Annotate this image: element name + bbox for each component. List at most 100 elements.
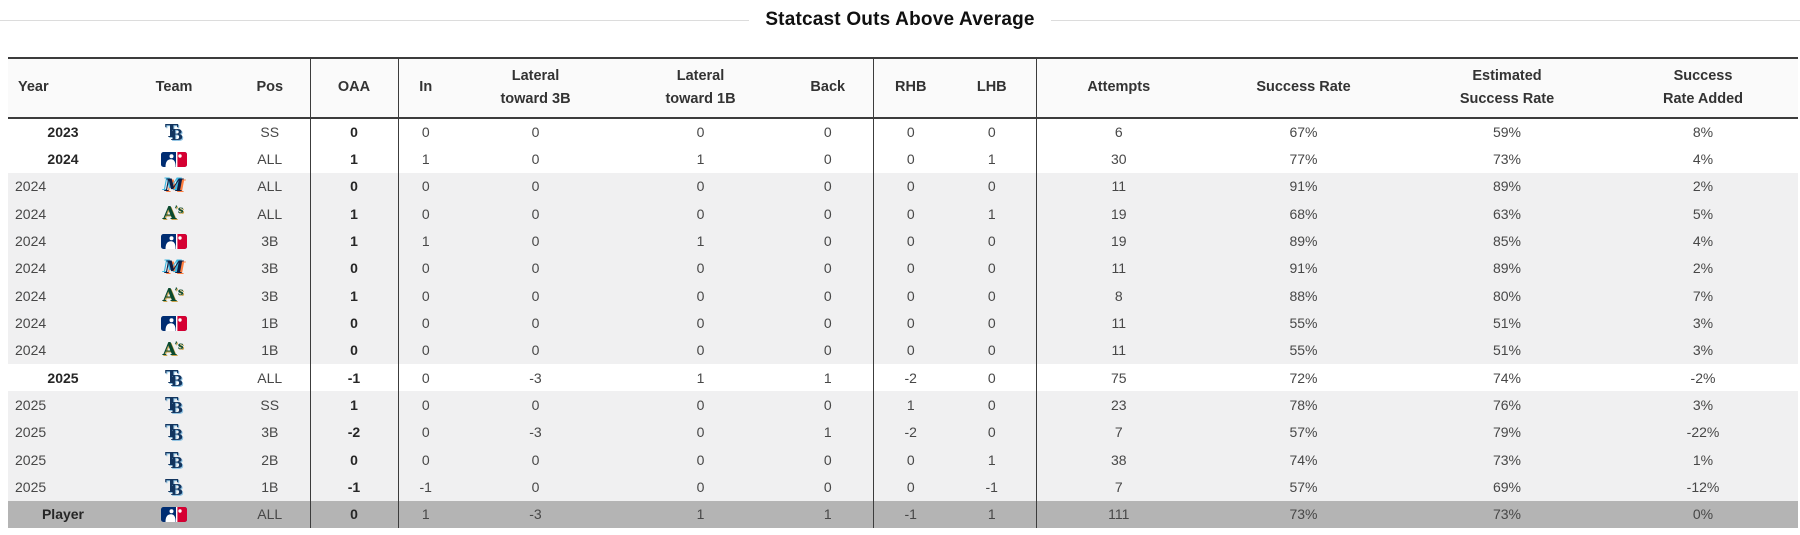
team-logo-cell: TB — [118, 364, 230, 391]
back-cell: 0 — [783, 391, 874, 419]
oaa-cell: 0 — [310, 172, 399, 200]
table-row-2024-mlb-all[interactable]: 2024 ALL 1 1 0 1 0 0 1 30 77% 73% 4% — [8, 145, 1798, 173]
success-rate-added-cell: 4% — [1692, 150, 1714, 167]
back-cell: 1 — [783, 363, 874, 392]
pos-cell: SS — [230, 391, 311, 419]
lhb-cell: 0 — [948, 418, 1037, 446]
pos-cell: SS — [230, 118, 311, 146]
back-cell: 1 — [783, 500, 874, 528]
rhb-cell: 0 — [906, 260, 915, 277]
lat-1b-cell: 0 — [696, 424, 705, 441]
lat-3b-cell: -3 — [529, 369, 542, 386]
athletics-logo-icon: A’s — [162, 339, 184, 361]
success-rate-cell: 91% — [1289, 260, 1318, 277]
success-rate-cell: 72% — [1289, 369, 1318, 386]
table-row-2025-tb-all[interactable]: 2025 TB ALL -1 0 -3 1 1 -2 0 75 72% 74% -2% — [8, 363, 1798, 392]
lat-3b-cell: 0 — [531, 178, 540, 195]
in-cell: 0 — [421, 314, 430, 331]
success-rate-added-cell: 3% — [1692, 314, 1714, 331]
pos-cell: ALL — [230, 172, 311, 200]
lat-3b-cell: 0 — [531, 287, 540, 304]
attempts-cell: 75 — [1110, 369, 1127, 386]
back-cell: 0 — [783, 145, 874, 173]
rhb-cell: 0 — [906, 287, 915, 304]
attempts-cell: 23 — [1110, 396, 1127, 413]
lhb-cell: 0 — [948, 281, 1037, 310]
team-logo-cell: A’s — [118, 282, 230, 309]
in-cell: 0 — [421, 205, 430, 222]
est-success-rate-cell: 63% — [1492, 205, 1522, 222]
in-cell: 0 — [421, 287, 430, 304]
rhb-cell: 0 — [906, 232, 915, 249]
attempts-cell: 11 — [1111, 260, 1127, 277]
lat-3b-cell: 0 — [531, 232, 540, 249]
title-rule-left — [0, 19, 750, 21]
lat-1b-cell: 0 — [696, 178, 705, 195]
year-cell: 2025 — [47, 369, 79, 386]
attempts-cell: 19 — [1110, 232, 1127, 249]
column-header-rhb: RHB — [873, 57, 948, 119]
oaa-table: Year Team Pos OAA In Lateral toward 3B L… — [8, 57, 1798, 528]
success-rate-added-cell: 3% — [1692, 396, 1714, 413]
pos-cell: ALL — [230, 145, 311, 173]
success-rate-cell: 73% — [1289, 506, 1318, 523]
success-rate-added-cell: 4% — [1692, 232, 1714, 249]
success-rate-added-cell: 7% — [1692, 287, 1714, 304]
title-rule-right — [1050, 19, 1800, 21]
pos-cell: ALL — [230, 363, 311, 392]
column-header-lateral-toward-1b: Lateral toward 1B — [618, 57, 783, 119]
attempts-cell: 19 — [1110, 205, 1127, 222]
lat-3b-cell: -3 — [529, 424, 542, 441]
rhb-cell: -2 — [904, 369, 917, 386]
year-cell: 2024 — [15, 314, 47, 331]
success-rate-cell: 89% — [1289, 232, 1318, 249]
success-rate-cell: 57% — [1289, 424, 1318, 441]
lat-1b-cell: 0 — [696, 478, 705, 495]
column-header-estimated-success-rate: Estimated Success Rate — [1406, 57, 1608, 119]
year-cell: 2024 — [15, 342, 47, 359]
lhb-cell: 0 — [948, 309, 1037, 337]
lat-3b-cell: 0 — [531, 342, 540, 359]
attempts-cell: 38 — [1110, 451, 1127, 468]
success-rate-cell: 68% — [1289, 205, 1318, 222]
column-header-attempts: Attempts — [1036, 57, 1201, 119]
pos-cell: ALL — [230, 199, 311, 228]
marlins-logo-icon: M — [164, 175, 184, 196]
table-row-2025-tb-1b: 2025 TB 1B -1 -1 0 0 0 0 -1 7 57% 69% -12% — [8, 473, 1798, 501]
attempts-cell: 111 — [1108, 506, 1130, 523]
team-logo-cell: M — [118, 173, 230, 200]
success-rate-cell: 55% — [1289, 314, 1318, 331]
team-logo-cell: TB — [118, 473, 230, 500]
back-cell: 0 — [783, 309, 874, 337]
table-row-2023-tb-ss[interactable]: 2023 TB SS 0 0 0 0 0 0 0 6 67% 59% 8% — [8, 118, 1798, 146]
oaa-cell: 0 — [310, 254, 399, 282]
success-rate-cell: 67% — [1289, 124, 1318, 141]
rhb-cell: 0 — [906, 342, 915, 359]
est-success-rate-cell: 73% — [1492, 451, 1522, 468]
oaa-cell: 0 — [310, 309, 399, 337]
attempts-cell: 7 — [1114, 424, 1123, 441]
est-success-rate-cell: 76% — [1492, 396, 1522, 413]
team-logo-cell: TB — [118, 118, 230, 145]
pos-cell: 1B — [230, 473, 311, 501]
success-rate-added-cell: -2% — [1690, 369, 1716, 386]
pos-cell: 2B — [230, 445, 311, 474]
year-cell: 2025 — [15, 424, 47, 441]
table-row-player-mlb-all[interactable]: Player ALL 0 1 -3 1 1 -1 1 111 73% 73% 0% — [8, 500, 1798, 528]
success-rate-cell: 74% — [1289, 451, 1318, 468]
column-header-success-rate-added: Success Rate Added — [1608, 57, 1798, 119]
est-success-rate-cell: 89% — [1492, 260, 1522, 277]
lat-1b-cell: 1 — [696, 506, 705, 523]
in-cell: 0 — [421, 396, 430, 413]
mlb-logo-icon — [161, 315, 187, 331]
success-rate-cell: 77% — [1289, 150, 1318, 167]
year-cell: 2025 — [15, 451, 47, 468]
year-cell: 2024 — [15, 205, 47, 222]
attempts-cell: 6 — [1114, 124, 1123, 141]
est-success-rate-cell: 51% — [1492, 314, 1522, 331]
lhb-cell: 0 — [948, 118, 1037, 146]
lat-1b-cell: 0 — [696, 287, 705, 304]
rhb-cell: -2 — [904, 424, 917, 441]
column-header-year: Year — [8, 57, 118, 119]
lat-1b-cell: 1 — [696, 150, 705, 167]
